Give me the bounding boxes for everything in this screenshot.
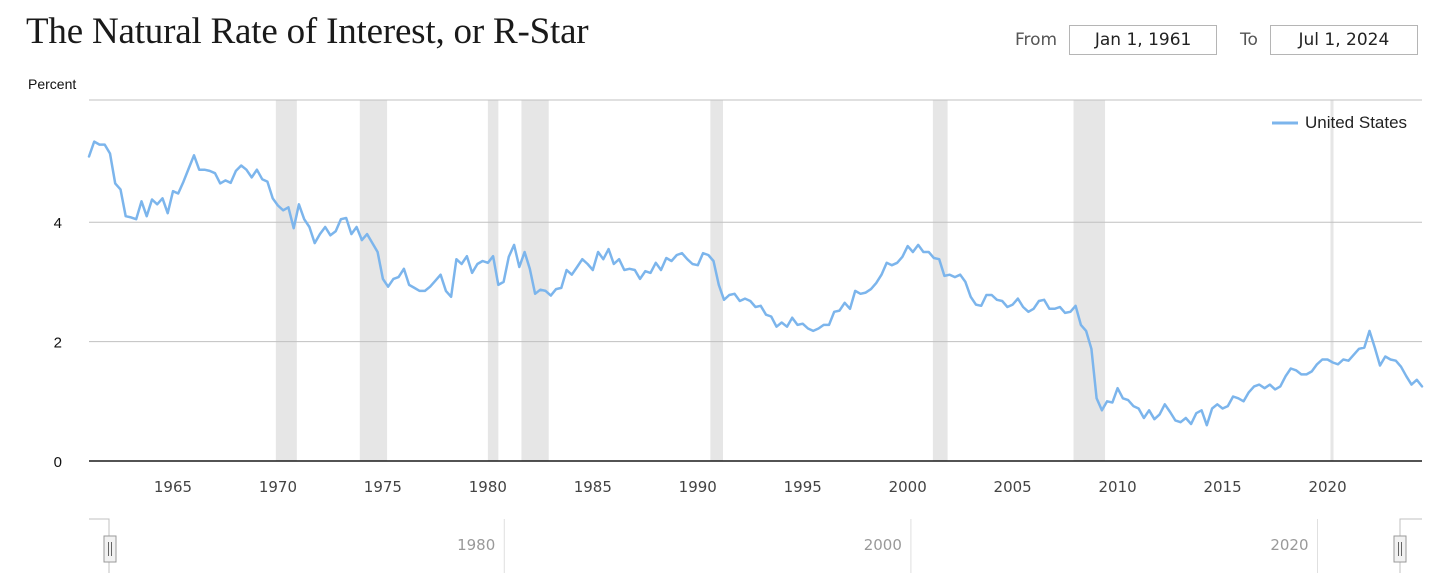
x-tick-label: 2000 xyxy=(889,478,927,496)
x-tick-label: 1985 xyxy=(574,478,612,496)
date-range-from: From xyxy=(1015,23,1218,57)
y-tick-label: 2 xyxy=(54,335,62,352)
recession-band xyxy=(932,100,948,461)
navigator-axis: 1980 2000 2020 xyxy=(457,519,1319,573)
x-tick-label: 1970 xyxy=(259,478,297,496)
y-tick-labels: 0 2 4 xyxy=(54,215,62,471)
from-label: From xyxy=(1015,30,1058,50)
x-tick-label: 2010 xyxy=(1099,478,1137,496)
x-tick-label: 1980 xyxy=(469,478,507,496)
x-tick-label: 1975 xyxy=(364,478,402,496)
line-chart: Percent 0 2 4 1965 1970 1975 1980 1985 1990 1995… xyxy=(28,76,1424,496)
x-tick-label: 2020 xyxy=(1308,478,1346,496)
to-label: To xyxy=(1240,30,1258,50)
date-range-to: To xyxy=(1240,23,1418,57)
x-tick-labels: 1965 1970 1975 1980 1985 1990 1995 2000 2005 2010… xyxy=(154,478,1347,496)
x-tick-label: 1990 xyxy=(679,478,717,496)
series-layer xyxy=(87,140,1424,427)
to-date-input[interactable] xyxy=(1269,25,1418,55)
recession-band xyxy=(521,100,549,461)
x-tick-label: 1995 xyxy=(784,478,822,496)
recession-band xyxy=(487,100,499,461)
x-tick-label: 2005 xyxy=(994,478,1032,496)
series-line-united-states xyxy=(87,140,1424,427)
y-gridlines xyxy=(89,99,1422,462)
y-axis-label: Percent xyxy=(28,76,76,92)
navigator-label: 2020 xyxy=(1270,536,1308,554)
legend[interactable]: United States xyxy=(1272,113,1407,132)
navigator-left-handle[interactable] xyxy=(89,518,117,573)
navigator-right-handle[interactable] xyxy=(1393,518,1422,573)
y-tick-label: 0 xyxy=(54,454,62,471)
navigator-label: 1980 xyxy=(457,536,495,554)
legend-label: United States xyxy=(1305,113,1407,132)
recession-band xyxy=(1073,100,1106,461)
navigator-label: 2000 xyxy=(864,536,902,554)
from-date-input[interactable] xyxy=(1069,25,1218,55)
recession-bands xyxy=(275,100,1334,461)
x-tick-label: 2015 xyxy=(1203,478,1241,496)
y-tick-label: 4 xyxy=(54,215,62,232)
x-tick-label: 1965 xyxy=(154,478,192,496)
recession-band xyxy=(275,100,297,461)
page-title: The Natural Rate of Interest, or R-Star xyxy=(26,11,589,52)
